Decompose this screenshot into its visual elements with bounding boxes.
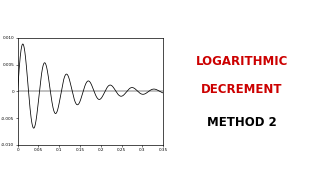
Text: LOGARITHMIC: LOGARITHMIC — [196, 55, 288, 68]
Text: MECHANICAL VIBRATIONS: MECHANICAL VIBRATIONS — [84, 161, 236, 171]
Text: SOLVED PROBLEMS 4 ENGINEERS: SOLVED PROBLEMS 4 ENGINEERS — [63, 11, 257, 21]
Text: METHOD 2: METHOD 2 — [207, 116, 276, 129]
Text: DECREMENT: DECREMENT — [201, 83, 282, 96]
